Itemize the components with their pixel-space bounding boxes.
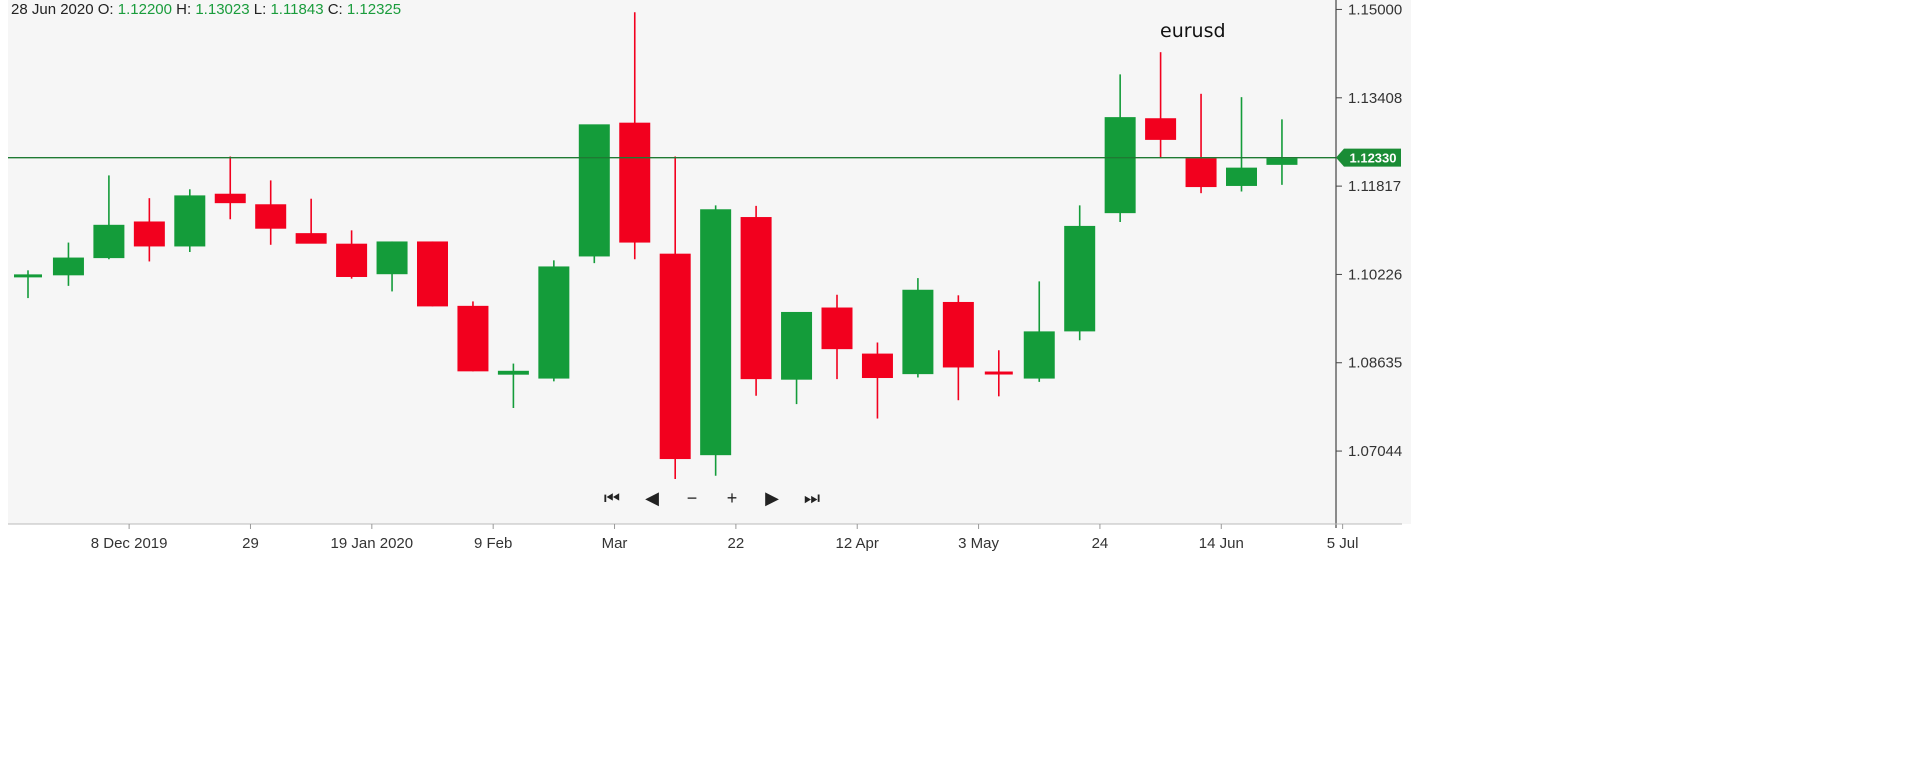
candle-body [133,221,165,247]
x-tick-label: 29 [242,535,259,552]
y-tick-label: 1.10226 [1348,266,1402,283]
candle-body [740,217,772,380]
candle-body [93,224,125,259]
candle-body [538,266,570,379]
candle-body [1185,158,1217,188]
high-value: 1.13023 [195,1,250,18]
scroll-right-icon[interactable]: ▶ [765,487,779,508]
candle-body [821,307,853,350]
candlestick-chart[interactable]: 1.15000 1.13408 1.11817 1.10226 1.08635 1.070… [0,0,1411,553]
high-label: H: [176,1,192,18]
candle-body [14,274,42,278]
candle-body [497,370,529,375]
x-tick-label: 9 Feb [474,535,512,552]
candle-body [700,209,732,456]
open-label: O: [97,1,114,18]
candle-body [255,204,287,229]
candle-body [174,195,206,247]
candle-body [1104,117,1136,214]
low-value: 1.11843 [270,1,324,18]
x-tick-label: 22 [728,535,745,552]
ohlc-header: 28 Jun 2020 O: 1.12200 H: 1.13023 L: 1.1… [11,1,401,18]
symbol-label: eurusd [1160,20,1226,42]
x-tick-label: 5 Jul [1327,535,1359,552]
candle-body [295,233,327,244]
low-label: L: [253,1,267,18]
candle-body [619,122,651,243]
y-tick-label: 1.11817 [1348,178,1401,195]
candle-body [417,241,448,307]
x-tick-label: 24 [1092,535,1109,552]
candle-body [781,311,813,380]
chart-container: 1.15000 1.13408 1.11817 1.10226 1.08635 1.070… [0,0,1411,553]
current-price-label: 1.12330 [1350,151,1397,166]
candle-body [1145,118,1177,140]
x-tick-label: Mar [602,535,628,552]
zoom-out-icon[interactable]: − [686,487,698,508]
y-tick-label: 1.13408 [1348,90,1402,107]
close-value: 1.12325 [346,1,402,18]
y-tick-label: 1.15000 [1348,1,1402,18]
price-axis-panel [1336,0,1411,524]
candle-body [1023,331,1055,379]
candle-body [984,371,1013,375]
y-tick-label: 1.07044 [1348,443,1402,460]
candle-body [578,124,610,257]
candle-body [1266,158,1298,165]
candle-body [659,253,691,460]
scroll-left-icon[interactable]: ◀ [645,487,659,508]
chart-navigation: ⏮ ◀ − + ▶ ⏭ [592,484,832,512]
x-tick-label: 3 May [958,535,999,552]
x-tick-label: 19 Jan 2020 [331,535,414,552]
candle-body [902,289,934,375]
candle-body [457,305,489,372]
candle-body [861,353,893,379]
x-tick-label: 14 Jun [1199,535,1244,552]
y-tick-label: 1.08635 [1348,355,1402,372]
x-tick-label: 8 Dec 2019 [91,535,168,552]
zoom-in-icon[interactable]: + [726,487,738,508]
first-page-icon[interactable]: ⏮ [603,487,621,508]
current-price-tag [1336,148,1401,167]
candle-body [336,243,368,277]
candle-body [376,241,408,275]
last-page-icon[interactable]: ⏭ [803,487,821,508]
header-date: 28 Jun 2020 [11,1,94,18]
x-tick-label: 12 Apr [836,535,879,552]
close-label: C: [327,1,343,18]
candle-body [1226,167,1257,186]
candle-body [52,257,84,276]
candle-body [942,301,974,368]
candle-body [1064,225,1096,332]
open-value: 1.12200 [117,1,172,18]
candle-body [214,193,246,204]
